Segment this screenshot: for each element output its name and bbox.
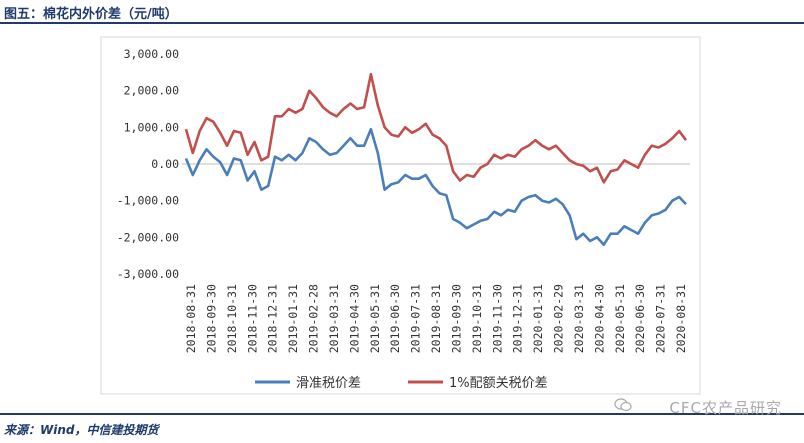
x-tick-label: 2020-05-31 [613,284,627,353]
x-tick-label: 2019-01-31 [286,284,300,353]
source-note: 来源：Wind，中信建投期货 [4,423,159,437]
bottom-divider [0,413,804,415]
x-tick-label: 2019-10-31 [470,284,484,353]
x-tick-label: 2019-02-28 [307,284,321,353]
x-tick-label: 2018-11-30 [245,284,259,353]
x-tick-label: 2020-07-31 [654,284,668,353]
x-tick-label: 2020-01-31 [531,284,545,353]
y-tick-label: 2,000.00 [124,84,179,98]
line-chart: 3,000.00 2,000.00 1,000.00 0.00 -1,000.00 -2,… [100,36,701,395]
figure-title: 图五：棉花内外价差（元/吨） [4,7,178,22]
x-tick-label: 2019-05-31 [368,284,382,353]
legend: 滑准税价差 1%配额关税价差 [255,376,548,391]
x-tick-label: 2020-06-30 [633,284,647,353]
y-tick-label: 3,000.00 [124,47,179,61]
legend-label-series-1: 滑准税价差 [296,376,361,391]
watermark-text: CFC农产品研究 [669,399,782,417]
x-tick-label: 2018-09-30 [204,284,218,353]
y-tick-label: -3,000.00 [117,267,179,281]
legend-label-series-2: 1%配额关税价差 [449,376,548,391]
x-axis: 2018-08-31 2018-09-30 2018-10-31 2018-11-30… [184,284,688,353]
x-tick-label: 2019-08-31 [429,284,443,353]
x-tick-label: 2020-04-30 [592,284,606,353]
x-tick-label: 2020-02-29 [552,284,566,353]
y-tick-label: -1,000.00 [117,194,179,208]
x-tick-label: 2018-10-31 [225,284,239,353]
x-tick-label: 2019-06-30 [388,284,402,353]
series-line-1 [184,127,687,246]
x-tick-label: 2020-03-31 [572,284,586,353]
series-line-2 [184,72,688,184]
x-tick-label: 2019-04-30 [347,284,361,353]
x-tick-label: 2020-08-31 [674,284,688,353]
y-axis: 3,000.00 2,000.00 1,000.00 0.00 -1,000.00 -2,… [117,47,179,281]
chart-frame [100,36,701,395]
top-divider [0,22,804,24]
x-tick-label: 2019-11-30 [490,284,504,353]
x-tick-label: 2019-07-31 [409,284,423,353]
x-tick-label: 2019-03-31 [327,284,341,353]
y-tick-label: 0.00 [151,157,179,171]
y-tick-label: 1,000.00 [124,120,179,134]
series-layer [184,72,688,246]
y-tick-label: -2,000.00 [117,230,179,244]
x-tick-label: 2019-12-31 [511,284,525,353]
wechat-icon [614,398,632,412]
x-tick-label: 2018-08-31 [184,284,198,353]
x-tick-label: 2019-09-30 [449,284,463,353]
x-tick-label: 2018-12-31 [266,284,280,353]
